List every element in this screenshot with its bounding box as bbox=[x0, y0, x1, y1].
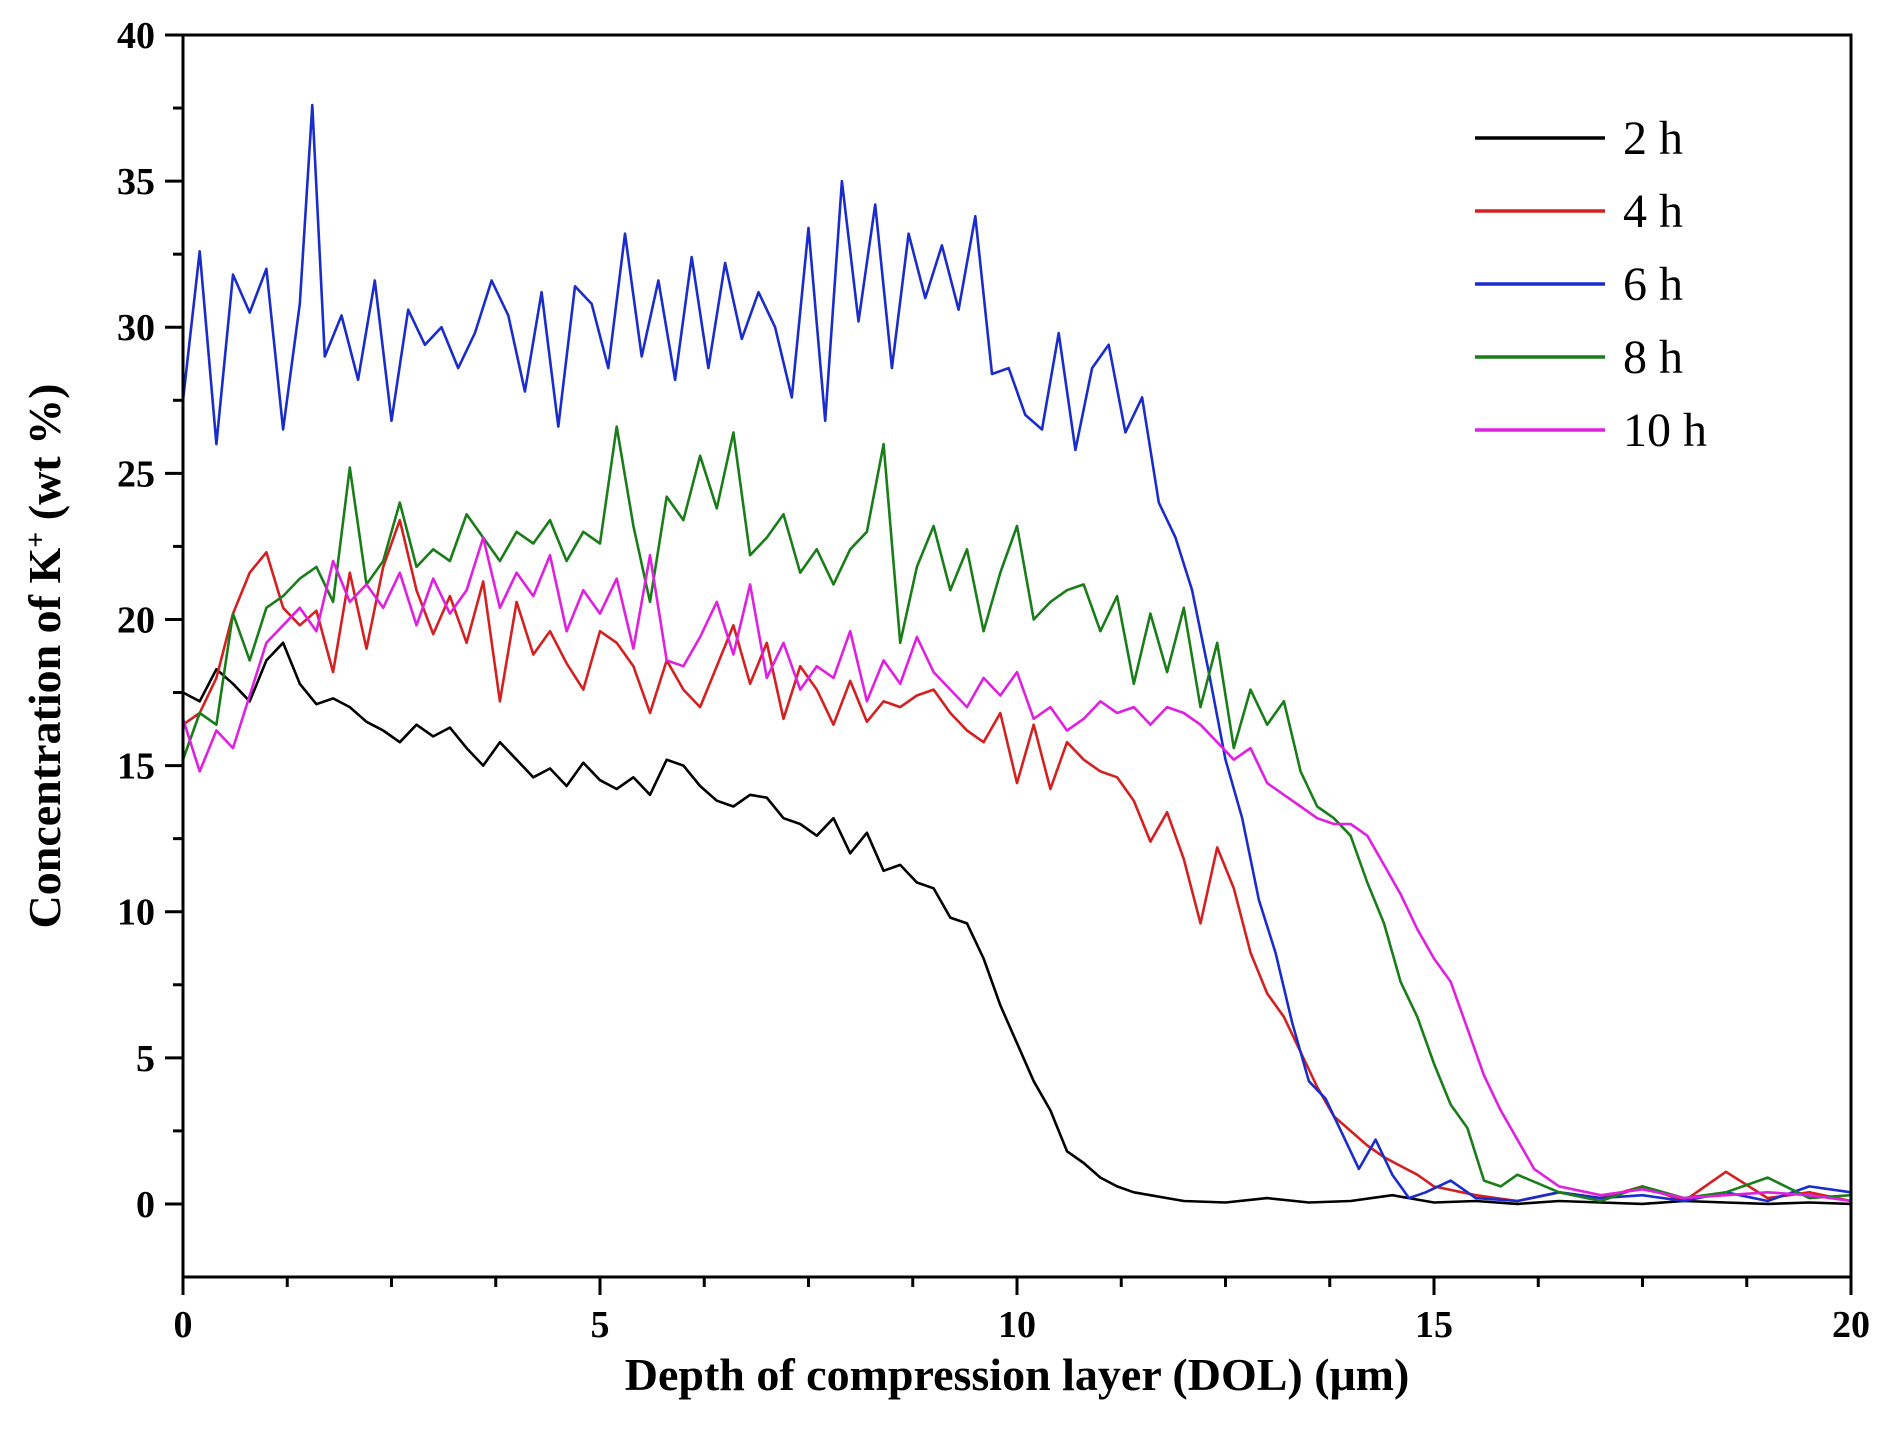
y-tick-label: 10 bbox=[117, 892, 155, 934]
x-axis-ticks: 0 5 10 15 20 bbox=[174, 1277, 1870, 1346]
x-tick-label: 5 bbox=[591, 1304, 610, 1346]
x-tick-label: 20 bbox=[1832, 1304, 1870, 1346]
y-tick-label: 5 bbox=[136, 1038, 155, 1080]
y-axis-ticks: 0 5 10 15 20 25 30 35 40 bbox=[117, 15, 183, 1226]
legend-label-10h: 10 h bbox=[1623, 404, 1707, 457]
y-axis-title: Concentration of K+ (wt %) bbox=[19, 384, 70, 929]
y-axis-title-unit: (wt %) bbox=[19, 384, 70, 532]
x-tick-label: 10 bbox=[998, 1304, 1036, 1346]
plot-series bbox=[181, 103, 1852, 1206]
y-tick-label: 20 bbox=[117, 599, 155, 641]
plot-frame bbox=[181, 33, 1853, 1279]
series-line-8h bbox=[181, 425, 1852, 1203]
y-axis-title-main: Concentration of K bbox=[19, 547, 70, 928]
y-tick-label: 0 bbox=[136, 1184, 155, 1226]
legend-label-4h: 4 h bbox=[1623, 185, 1683, 238]
legend: 2 h 4 h 6 h 8 h 10 h bbox=[1475, 112, 1707, 457]
y-tick-label: 30 bbox=[117, 307, 155, 349]
x-tick-label: 0 bbox=[174, 1304, 193, 1346]
y-tick-label: 25 bbox=[117, 453, 155, 495]
y-axis-title-superscript: + bbox=[21, 532, 52, 548]
x-axis-title: Depth of compression layer (DOL) (μm) bbox=[625, 1349, 1410, 1400]
legend-label-8h: 8 h bbox=[1623, 331, 1683, 384]
series-line-2h bbox=[182, 641, 1852, 1206]
legend-label-6h: 6 h bbox=[1623, 258, 1683, 311]
legend-label-2h: 2 h bbox=[1623, 112, 1683, 165]
y-tick-label: 40 bbox=[117, 15, 155, 57]
y-tick-label: 35 bbox=[117, 161, 155, 203]
series-line-10h bbox=[181, 536, 1852, 1203]
series-line-4h bbox=[182, 518, 1852, 1203]
series-line-6h bbox=[181, 103, 1852, 1203]
x-tick-label: 15 bbox=[1415, 1304, 1453, 1346]
y-tick-label: 15 bbox=[117, 746, 155, 788]
